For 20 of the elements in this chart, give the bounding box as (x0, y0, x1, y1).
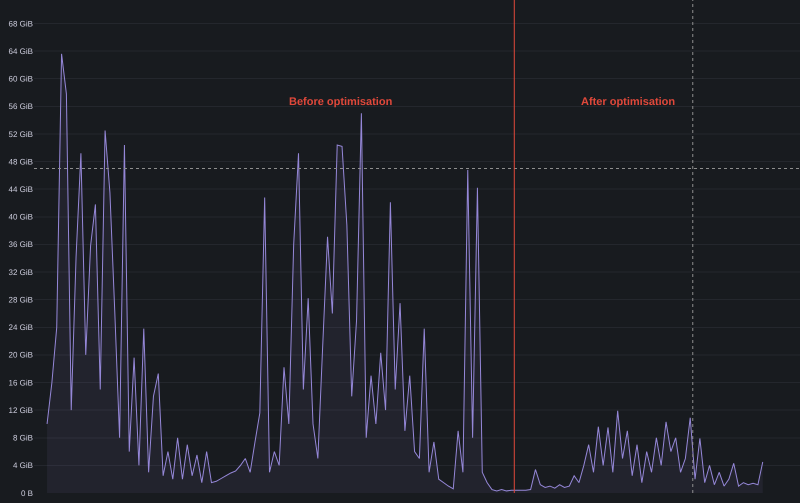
y-tick-label: 20 GiB (8, 350, 33, 360)
y-tick-label: 16 GiB (8, 378, 33, 388)
y-tick-label: 68 GiB (8, 19, 33, 28)
y-tick-label: 52 GiB (8, 130, 33, 139)
annotation: After optimisation (581, 96, 676, 108)
y-tick-label: 64 GiB (8, 46, 33, 56)
y-tick-label: 36 GiB (8, 240, 33, 250)
y-tick-label: 48 GiB (8, 157, 33, 166)
y-tick-label: 28 GiB (8, 295, 33, 304)
y-tick-label: 0 B (20, 488, 33, 498)
y-tick-label: 4 GiB (12, 461, 33, 470)
y-tick-label: 56 GiB (8, 102, 33, 112)
y-tick-label: 24 GiB (8, 323, 33, 332)
annotation: Before optimisation (289, 96, 393, 108)
y-tick-label: 32 GiB (8, 268, 33, 277)
y-tick-label: 60 GiB (8, 74, 33, 84)
y-tick-label: 40 GiB (8, 212, 33, 222)
y-tick-label: 44 GiB (8, 184, 33, 194)
y-tick-label: 8 GiB (12, 434, 33, 443)
y-tick-label: 12 GiB (8, 406, 33, 415)
